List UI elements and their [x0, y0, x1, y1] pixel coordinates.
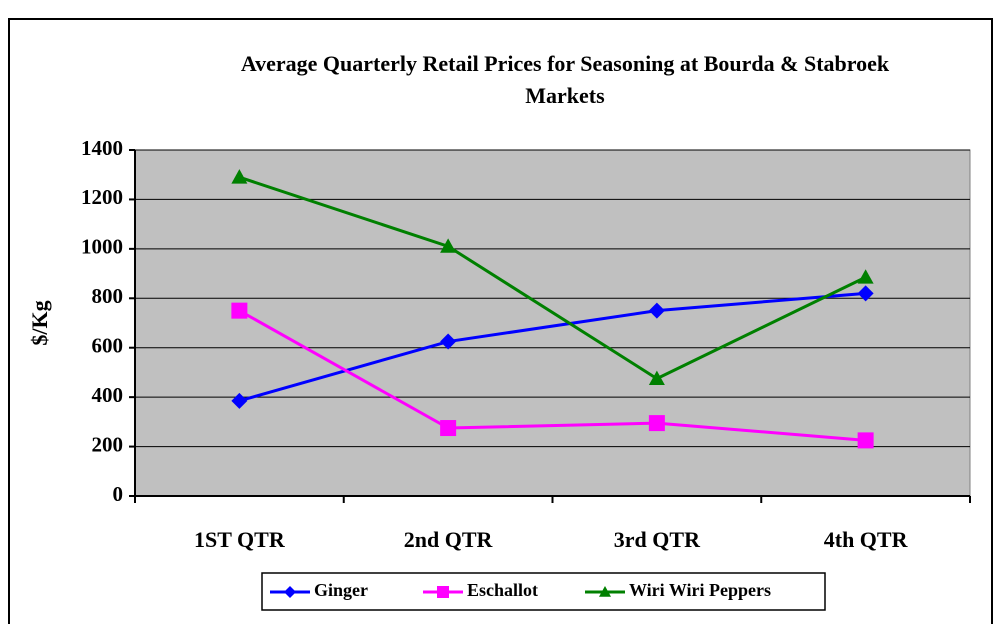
marker: [440, 238, 457, 253]
marker: [648, 415, 665, 432]
y-tick-label: 400: [92, 383, 124, 407]
marker: [440, 333, 457, 350]
x-tick-label: 1ST QTR: [194, 527, 286, 552]
legend-label: Wiri Wiri Peppers: [629, 580, 771, 600]
y-tick-label: 600: [92, 334, 124, 358]
y-tick-label: 1200: [81, 185, 123, 209]
marker: [857, 432, 874, 449]
marker: [599, 586, 611, 597]
x-tick-label: 3rd QTR: [614, 527, 701, 552]
marker: [440, 420, 457, 437]
marker: [857, 269, 874, 284]
legend-label: Eschallot: [467, 580, 538, 600]
series-line: [238, 309, 866, 442]
legend-label: Ginger: [314, 580, 368, 600]
x-tick-label: 4th QTR: [824, 527, 909, 552]
marker: [648, 370, 665, 386]
series-line: [238, 291, 866, 403]
marker: [231, 302, 248, 319]
chart-frame: [8, 18, 993, 624]
chart-title: Average Quarterly Retail Prices for Seas…: [240, 51, 890, 108]
marker: [231, 392, 248, 409]
legend-box: [261, 572, 826, 611]
y-axis-label: $/Kg: [27, 300, 52, 345]
y-tick-label: 800: [92, 284, 124, 308]
marker: [437, 586, 449, 598]
x-tick-label: 2nd QTR: [404, 527, 494, 552]
y-tick-label: 1400: [81, 136, 123, 160]
series-line: [238, 175, 867, 381]
marker: [284, 586, 296, 598]
y-tick-label: 1000: [81, 235, 123, 259]
marker: [231, 169, 248, 184]
marker: [857, 285, 874, 302]
y-tick-label: 200: [92, 432, 124, 456]
marker: [648, 302, 665, 319]
y-tick-label: 0: [113, 482, 124, 506]
